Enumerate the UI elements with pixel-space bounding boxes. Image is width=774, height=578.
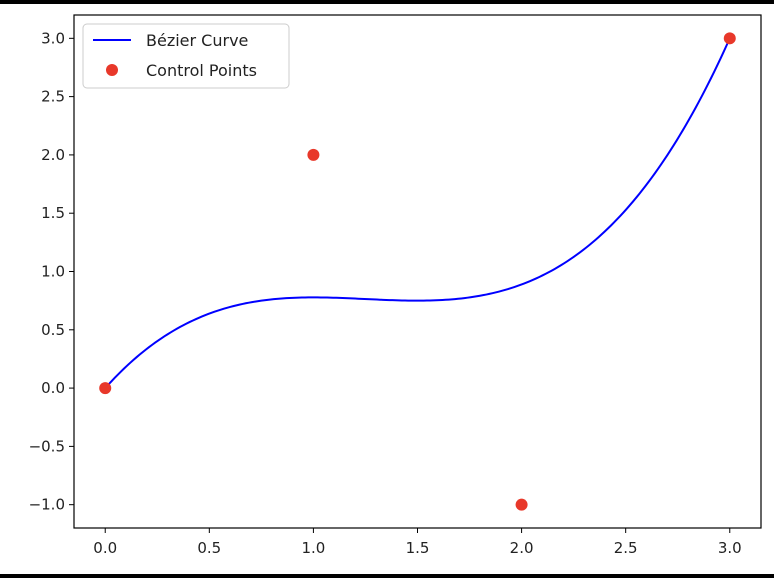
y-axis: −1.0 −0.5 0.0 0.5 1.0 1.5 2.0 2.5 3.0: [29, 29, 74, 514]
bottom-frame-border: [0, 574, 774, 578]
x-tick-label: 2.5: [614, 539, 638, 557]
x-tick-label: 0.5: [197, 539, 221, 557]
legend: Bézier Curve Control Points: [82, 23, 290, 89]
legend-label-points: Control Points: [146, 61, 257, 80]
y-tick-label: 0.0: [41, 379, 65, 397]
bezier-curve-line: [104, 37, 731, 389]
y-tick-label: −0.5: [29, 437, 65, 455]
y-tick-label: 2.5: [41, 88, 65, 106]
x-tick-label: 3.0: [718, 539, 742, 557]
y-tick-label: 2.0: [41, 146, 65, 164]
y-tick-label: 0.5: [41, 321, 65, 339]
y-tick-label: 3.0: [41, 29, 65, 47]
x-tick-label: 2.0: [510, 539, 534, 557]
control-point-marker: [723, 32, 736, 45]
top-frame-border: [0, 0, 774, 4]
legend-box: [82, 23, 290, 89]
series-layer: [99, 32, 736, 511]
control-point-marker: [515, 498, 528, 511]
legend-marker-swatch: [106, 64, 118, 76]
legend-label-curve: Bézier Curve: [146, 31, 248, 50]
control-point-marker: [307, 148, 320, 161]
y-tick-label: 1.0: [41, 263, 65, 281]
y-tick-label: −1.0: [29, 496, 65, 514]
x-tick-label: 1.5: [406, 539, 430, 557]
x-axis: 0.0 0.5 1.0 1.5 2.0 2.5 3.0: [93, 528, 742, 557]
plot-area: [73, 14, 762, 529]
x-tick-label: 0.0: [93, 539, 117, 557]
control-point-marker: [99, 382, 112, 395]
x-tick-label: 1.0: [301, 539, 325, 557]
y-tick-label: 1.5: [41, 204, 65, 222]
